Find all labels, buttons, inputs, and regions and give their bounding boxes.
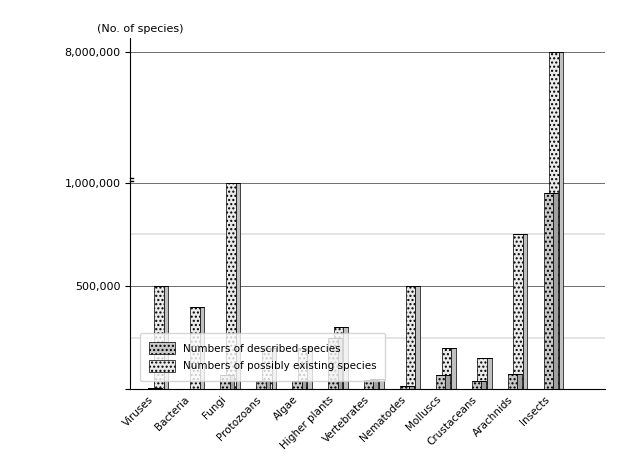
Bar bbox=[292, 381, 301, 390]
Bar bbox=[256, 381, 265, 390]
Bar bbox=[364, 380, 373, 390]
Bar bbox=[472, 381, 481, 390]
Polygon shape bbox=[236, 183, 240, 390]
Polygon shape bbox=[265, 381, 270, 390]
Polygon shape bbox=[415, 286, 420, 390]
Bar bbox=[400, 386, 409, 390]
Bar bbox=[190, 307, 200, 390]
Bar bbox=[334, 328, 343, 390]
Polygon shape bbox=[481, 381, 485, 390]
Polygon shape bbox=[373, 380, 378, 390]
Bar bbox=[370, 379, 379, 390]
Bar bbox=[544, 193, 553, 390]
Bar bbox=[226, 183, 236, 390]
Polygon shape bbox=[308, 348, 312, 390]
Polygon shape bbox=[157, 388, 162, 390]
Text: (No. of species): (No. of species) bbox=[97, 24, 184, 34]
Polygon shape bbox=[451, 348, 456, 390]
Polygon shape bbox=[487, 358, 492, 390]
Bar bbox=[436, 375, 445, 390]
Bar bbox=[298, 348, 308, 390]
Bar bbox=[328, 338, 337, 390]
Bar bbox=[220, 375, 229, 390]
Polygon shape bbox=[445, 375, 450, 390]
Bar bbox=[154, 286, 164, 390]
Bar bbox=[148, 388, 157, 390]
Polygon shape bbox=[164, 286, 168, 390]
Polygon shape bbox=[229, 375, 234, 390]
Polygon shape bbox=[379, 379, 384, 390]
Bar bbox=[477, 358, 487, 390]
Polygon shape bbox=[523, 234, 528, 390]
Bar bbox=[184, 389, 193, 390]
Polygon shape bbox=[337, 338, 342, 390]
Bar bbox=[549, 52, 559, 390]
Polygon shape bbox=[517, 374, 521, 390]
Polygon shape bbox=[301, 381, 306, 390]
Polygon shape bbox=[343, 328, 348, 390]
Polygon shape bbox=[193, 389, 198, 390]
Polygon shape bbox=[200, 307, 204, 390]
Bar bbox=[513, 234, 523, 390]
Bar bbox=[262, 348, 272, 390]
Polygon shape bbox=[553, 193, 557, 390]
Bar bbox=[441, 348, 451, 390]
Bar bbox=[405, 286, 415, 390]
Polygon shape bbox=[409, 386, 414, 390]
Polygon shape bbox=[559, 52, 564, 390]
Polygon shape bbox=[272, 348, 276, 390]
Bar bbox=[508, 374, 517, 390]
Legend: Numbers of described species, Numbers of possibly existing species: Numbers of described species, Numbers of… bbox=[140, 333, 385, 381]
